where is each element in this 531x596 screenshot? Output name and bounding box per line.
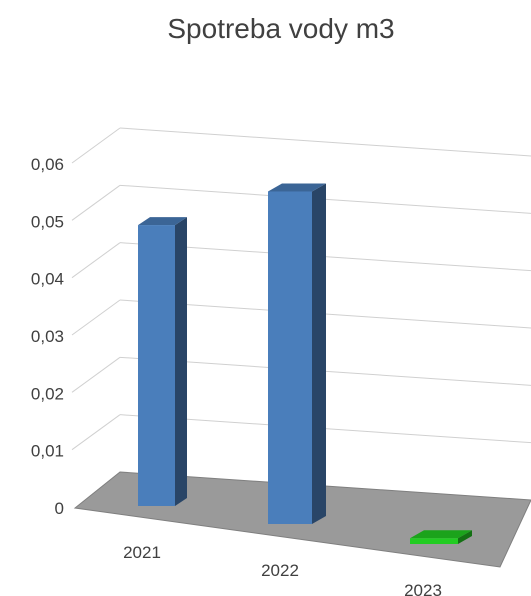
y-tick-label: 0,04: [31, 270, 64, 289]
bar-front: [268, 191, 312, 524]
y-tick-label: 0,02: [31, 384, 64, 403]
y-tick-label: 0,05: [31, 212, 64, 231]
gridlines: [71, 127, 531, 451]
bar-side: [175, 217, 187, 507]
x-tick-label: 2021: [123, 543, 161, 562]
gridline: [119, 127, 531, 157]
x-tick-label: 2022: [261, 561, 299, 580]
y-tick-label: 0,06: [31, 155, 64, 174]
bar-top: [138, 217, 187, 226]
bar-front: [138, 225, 175, 507]
bar-side: [312, 183, 326, 524]
bar-top: [268, 183, 326, 192]
bar-2021: [138, 217, 187, 507]
gridline-side: [71, 414, 121, 451]
bar-2023: [410, 530, 472, 544]
bars: [138, 183, 472, 544]
y-tick-label: 0,03: [31, 327, 64, 346]
bar-2022: [268, 183, 326, 524]
x-tick-label: 2023: [404, 581, 442, 596]
x-axis-ticks: 2021 2022 2023: [123, 543, 442, 596]
bar-top: [410, 530, 472, 539]
bar-front: [410, 538, 458, 544]
y-axis-ticks: 0 0,01 0,02 0,03 0,04 0,05 0,06: [31, 155, 64, 518]
gridline-side: [71, 356, 121, 393]
bar-side: [458, 530, 472, 544]
y-tick-label: 0: [55, 499, 64, 518]
gridline-side: [71, 299, 121, 336]
gridline-side: [71, 184, 121, 221]
y-tick-label: 0,01: [31, 442, 64, 461]
chart-title: Spotreba vody m3: [167, 13, 394, 44]
gridline-side: [71, 242, 121, 279]
gridline-side: [71, 127, 121, 164]
